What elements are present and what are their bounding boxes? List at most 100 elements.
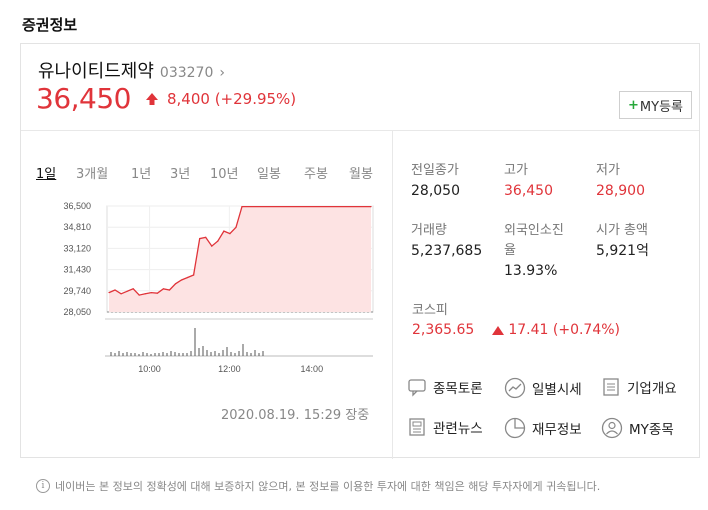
quick-link-1[interactable]: 종목토론 [407, 377, 483, 397]
current-price: 36,450 [36, 82, 131, 115]
timestamp: 2020.08.19. 15:29 장중 [221, 408, 370, 423]
x-tick-label: 12:00 [218, 364, 241, 374]
x-tick-label: 14:00 [301, 364, 324, 374]
data-point [193, 274, 195, 276]
stat-label: 고가 [504, 163, 528, 178]
period-tab[interactable]: 3개월 [76, 167, 109, 182]
stat-item: 전일종가 28,050 [411, 161, 511, 201]
stock-name[interactable]: 유나이티드제약 [38, 61, 154, 82]
data-point [132, 288, 134, 290]
quick-link-2[interactable]: 일별시세 [504, 377, 582, 399]
y-tick-label: 29,740 [63, 286, 91, 296]
info-icon: i [36, 479, 50, 493]
quick-link-5[interactable]: 재무정보 [504, 417, 582, 439]
up-arrow-icon [145, 92, 158, 105]
data-point [120, 293, 122, 295]
stat-label: 외국인소진 [504, 223, 564, 238]
data-point [180, 279, 183, 281]
speech-bubble-icon [407, 377, 433, 397]
y-tick-label: 31,430 [63, 265, 91, 275]
kospi-panel[interactable]: 코스피 2,365.65 17.41 (+0.74%) [412, 299, 620, 338]
price-row: 36,450 8,400 (+29.95%) [36, 82, 296, 115]
stock-code[interactable]: 033270 [159, 65, 214, 81]
period-tab[interactable]: 일봉 [257, 167, 281, 182]
price-chart: 36,500 34,810 33,120 31,430 29,740 28,050 10:0… [63, 201, 374, 374]
stat-value: 28,050 [411, 183, 460, 199]
quick-link-label: 관련뉴스 [433, 421, 483, 437]
period-tab[interactable]: 1년 [131, 167, 152, 182]
stat-label: 저가 [596, 163, 620, 178]
quick-link-4[interactable]: 관련뉴스 [407, 417, 483, 437]
data-point [138, 294, 140, 296]
quick-link-label: 종목토론 [433, 381, 483, 397]
period-tab[interactable]: 10년 [210, 167, 239, 182]
stat-label: 시가 총액 [596, 223, 648, 238]
data-point [211, 245, 213, 247]
data-point [162, 288, 165, 290]
list-icon [601, 377, 627, 397]
data-point [168, 289, 171, 291]
pie-chart-icon [504, 417, 532, 439]
data-point [108, 291, 110, 294]
data-point [186, 276, 189, 279]
stat-value: 13.93% [504, 263, 558, 279]
y-tick-label: 36,500 [63, 201, 91, 211]
stat-label: 거래량 [411, 223, 447, 238]
divider [21, 130, 699, 131]
stat-value: 28,900 [596, 183, 645, 199]
stat-value: 36,450 [504, 183, 553, 199]
quick-link-label: MY종목 [629, 422, 674, 438]
add-my-stock-button[interactable]: + MY등록 [619, 91, 692, 119]
section-title: 증권정보 [22, 16, 78, 34]
data-point [156, 292, 158, 294]
data-point [199, 238, 201, 240]
data-point [229, 232, 231, 235]
data-point [174, 283, 177, 285]
up-triangle-icon [492, 325, 505, 335]
quick-link-label: 일별시세 [532, 382, 582, 398]
data-point [205, 236, 207, 238]
disclaimer-text: 네이버는 본 정보의 정확성에 대해 보증하지 않으며, 본 정보를 이용한 투… [55, 480, 601, 493]
stat-value: 5,921억 [596, 243, 649, 259]
stat-item: 저가 28,900 [596, 161, 696, 201]
chevron-right-icon[interactable]: › [219, 65, 225, 81]
data-point [241, 206, 243, 208]
quick-link-label: 기업개요 [627, 381, 677, 397]
data-point [150, 291, 152, 294]
news-icon [407, 417, 433, 437]
data-point [126, 290, 128, 292]
y-tick-label: 33,120 [63, 243, 91, 253]
kospi-label: 코스피 [412, 303, 448, 318]
x-tick-label: 10:00 [138, 364, 161, 374]
data-point [223, 230, 225, 232]
stock-name-link[interactable]: 유나이티드제약 033270 › [38, 57, 225, 83]
period-tab[interactable]: 주봉 [304, 167, 328, 182]
stat-item: 거래량 5,237,685 [411, 221, 511, 261]
disclaimer: i 네이버는 본 정보의 정확성에 대해 보증하지 않으며, 본 정보를 이용한… [36, 478, 600, 494]
stat-label: 율 [504, 243, 516, 258]
stock-info-card: 유나이티드제약 033270 › 36,450 8,400 (+29.95%) … [20, 43, 700, 459]
divider [392, 130, 393, 459]
y-tick-label: 28,050 [63, 307, 91, 317]
user-icon [601, 417, 629, 439]
kospi-value: 2,365.65 [412, 322, 475, 338]
period-tab[interactable]: 월봉 [349, 167, 373, 182]
stat-item: 시가 총액 5,921억 [596, 221, 696, 261]
price-change: 8,400 (+29.95%) [166, 89, 297, 108]
data-point [370, 206, 372, 208]
quick-link-6[interactable]: MY종목 [601, 417, 674, 439]
data-point [235, 226, 237, 228]
quick-link-label: 재무정보 [532, 422, 582, 438]
data-point [217, 240, 219, 242]
period-tab[interactable]: 1일 [36, 167, 57, 182]
period-tab[interactable]: 3년 [170, 167, 191, 182]
stat-item: 고가 36,450 [504, 161, 604, 201]
data-point [144, 293, 146, 295]
data-point [114, 289, 116, 291]
quick-link-3[interactable]: 기업개요 [601, 377, 677, 397]
area-fill [109, 206, 371, 312]
stat-value: 5,237,685 [411, 243, 483, 259]
stat-label: 전일종가 [411, 163, 459, 178]
plus-icon: + [628, 97, 639, 113]
